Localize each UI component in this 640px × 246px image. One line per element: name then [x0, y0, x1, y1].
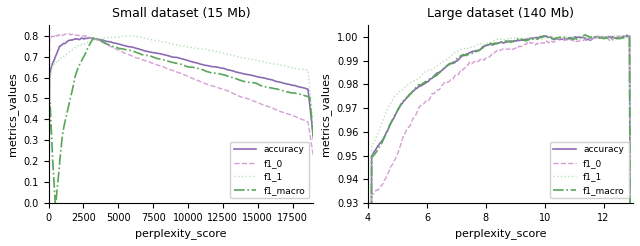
Y-axis label: metrics_values: metrics_values — [7, 72, 18, 156]
Y-axis label: metrics_values: metrics_values — [321, 72, 332, 156]
Legend: accuracy, f1_0, f1_1, f1_macro: accuracy, f1_0, f1_1, f1_macro — [550, 142, 628, 198]
Legend: accuracy, f1_0, f1_1, f1_macro: accuracy, f1_0, f1_1, f1_macro — [230, 142, 309, 198]
X-axis label: perplexity_score: perplexity_score — [455, 228, 547, 239]
Title: Small dataset (15 Mb): Small dataset (15 Mb) — [111, 7, 250, 20]
X-axis label: perplexity_score: perplexity_score — [135, 228, 227, 239]
Title: Large dataset (140 Mb): Large dataset (140 Mb) — [427, 7, 574, 20]
